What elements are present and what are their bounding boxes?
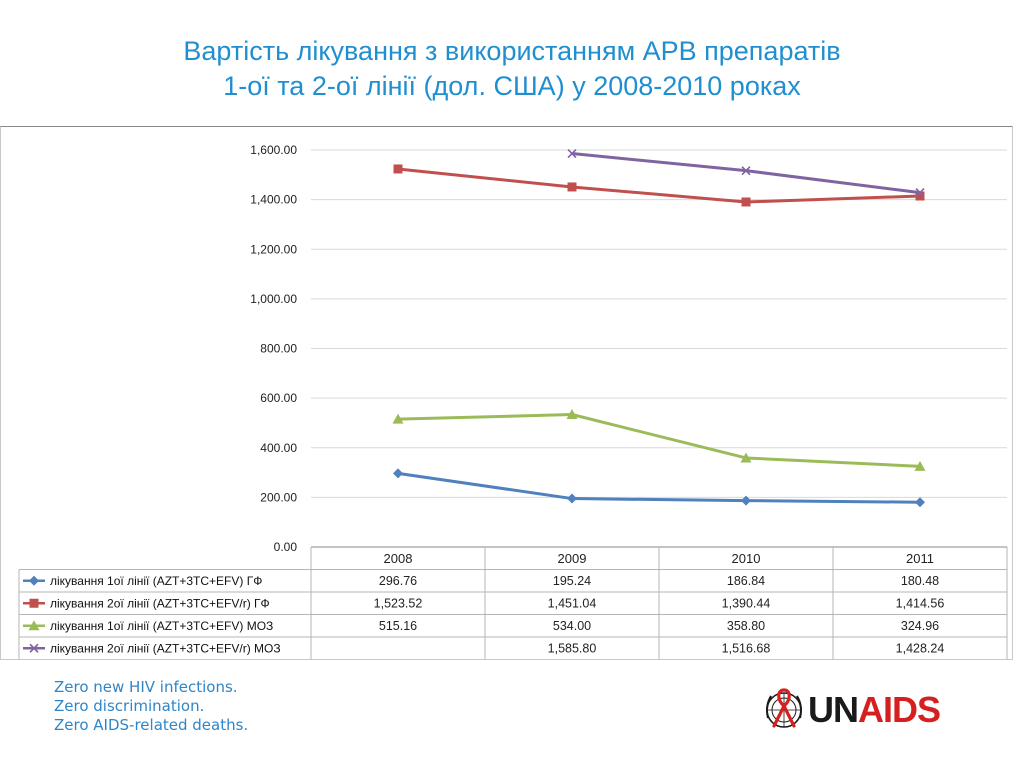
data-point-marker [393, 164, 403, 174]
table-value: 515.16 [379, 619, 417, 633]
logo-aids-text: AIDS [858, 689, 941, 730]
data-point-marker [915, 191, 925, 201]
table-value: 1,585.80 [548, 641, 597, 655]
x-category-label: 2011 [906, 551, 934, 566]
logo-wordmark: UNAIDS [808, 688, 941, 732]
table-value: 534.00 [553, 619, 591, 633]
series-line-3 [397, 413, 921, 468]
data-point-marker [740, 452, 752, 463]
y-tick-label: 1,400.00 [250, 193, 297, 207]
y-tick-label: 800.00 [260, 342, 297, 356]
table-value: 296.76 [379, 574, 417, 588]
y-tick-label: 0.00 [274, 540, 298, 554]
chart-frame: 0.00 200.00 400.00 600.00 800.00 1,000.00 1,20… [0, 126, 1013, 660]
legend-label: лікування 2ої лінії (AZT+3TC+EFV/r) МОЗ [50, 641, 281, 655]
table-value: 186.84 [727, 574, 765, 588]
legend-marker-4 [29, 643, 39, 653]
table-value: 1,390.44 [722, 596, 771, 610]
table-value: 324.96 [901, 619, 939, 633]
table-value: 1,414.56 [896, 596, 945, 610]
data-point-marker [915, 188, 925, 198]
y-tick-label: 600.00 [260, 391, 297, 405]
y-tick-label: 200.00 [260, 490, 297, 504]
y-tick-label: 1,200.00 [250, 242, 297, 256]
title-line-2: 1-ої та 2-ої лінії (дол. США) у 2008-201… [223, 71, 801, 101]
legend-label: лікування 1ої лінії (AZT+3TC+EFV) ГФ [50, 574, 262, 588]
x-category-label: 2009 [558, 551, 587, 566]
data-point-marker [915, 497, 925, 508]
tagline-line-3: Zero AIDS-related deaths. [54, 716, 249, 734]
table-value: 180.48 [901, 574, 939, 588]
series-line-2 [397, 167, 921, 204]
slide-title: Вартість лікування з використанням АРВ п… [0, 34, 1024, 104]
logo-un-text: UN [808, 689, 859, 730]
data-point-marker [566, 409, 578, 420]
data-point-marker [567, 148, 577, 159]
data-point-marker [914, 460, 926, 471]
table-value: 1,428.24 [896, 641, 945, 655]
table-value: 1,516.68 [722, 641, 771, 655]
unaids-logo: UNAIDS [762, 688, 941, 732]
data-point-marker [741, 166, 751, 176]
un-emblem-ribbon-icon [766, 688, 802, 728]
table-value: 358.80 [727, 619, 765, 633]
x-category-label: 2008 [384, 551, 413, 566]
data-point-marker [567, 493, 577, 504]
y-tick-label: 1,000.00 [250, 292, 297, 306]
data-point-marker [392, 413, 404, 424]
tagline: Zero new HIV infections. Zero discrimina… [54, 678, 248, 735]
data-point-marker [741, 495, 751, 506]
line-chart: 0.00 200.00 400.00 600.00 800.00 1,000.00 1,20… [18, 143, 1008, 659]
tagline-line-1: Zero new HIV infections. [54, 678, 238, 696]
legend-label: лікування 1ої лінії (AZT+3TC+EFV) МОЗ [50, 619, 273, 633]
series-line-1 [397, 471, 921, 504]
data-point-marker [741, 197, 751, 207]
series-line-4 [571, 152, 921, 195]
y-tick-label: 1,600.00 [250, 143, 297, 157]
tagline-line-2: Zero discrimination. [54, 697, 205, 715]
legend-marker-2 [29, 598, 39, 608]
data-point-marker [567, 182, 577, 192]
legend-label: лікування 2ої лінії (AZT+3TC+EFV/r) ГФ [50, 596, 270, 610]
data-point-marker [393, 468, 403, 479]
table-value: 1,523.52 [374, 596, 423, 610]
table-value: 195.24 [553, 574, 591, 588]
legend-marker-1 [29, 575, 39, 586]
x-category-label: 2010 [732, 551, 761, 566]
y-tick-label: 400.00 [260, 441, 297, 455]
legend-marker-3 [28, 620, 40, 631]
title-line-1: Вартість лікування з використанням АРВ п… [183, 36, 841, 66]
table-value: 1,451.04 [548, 596, 597, 610]
